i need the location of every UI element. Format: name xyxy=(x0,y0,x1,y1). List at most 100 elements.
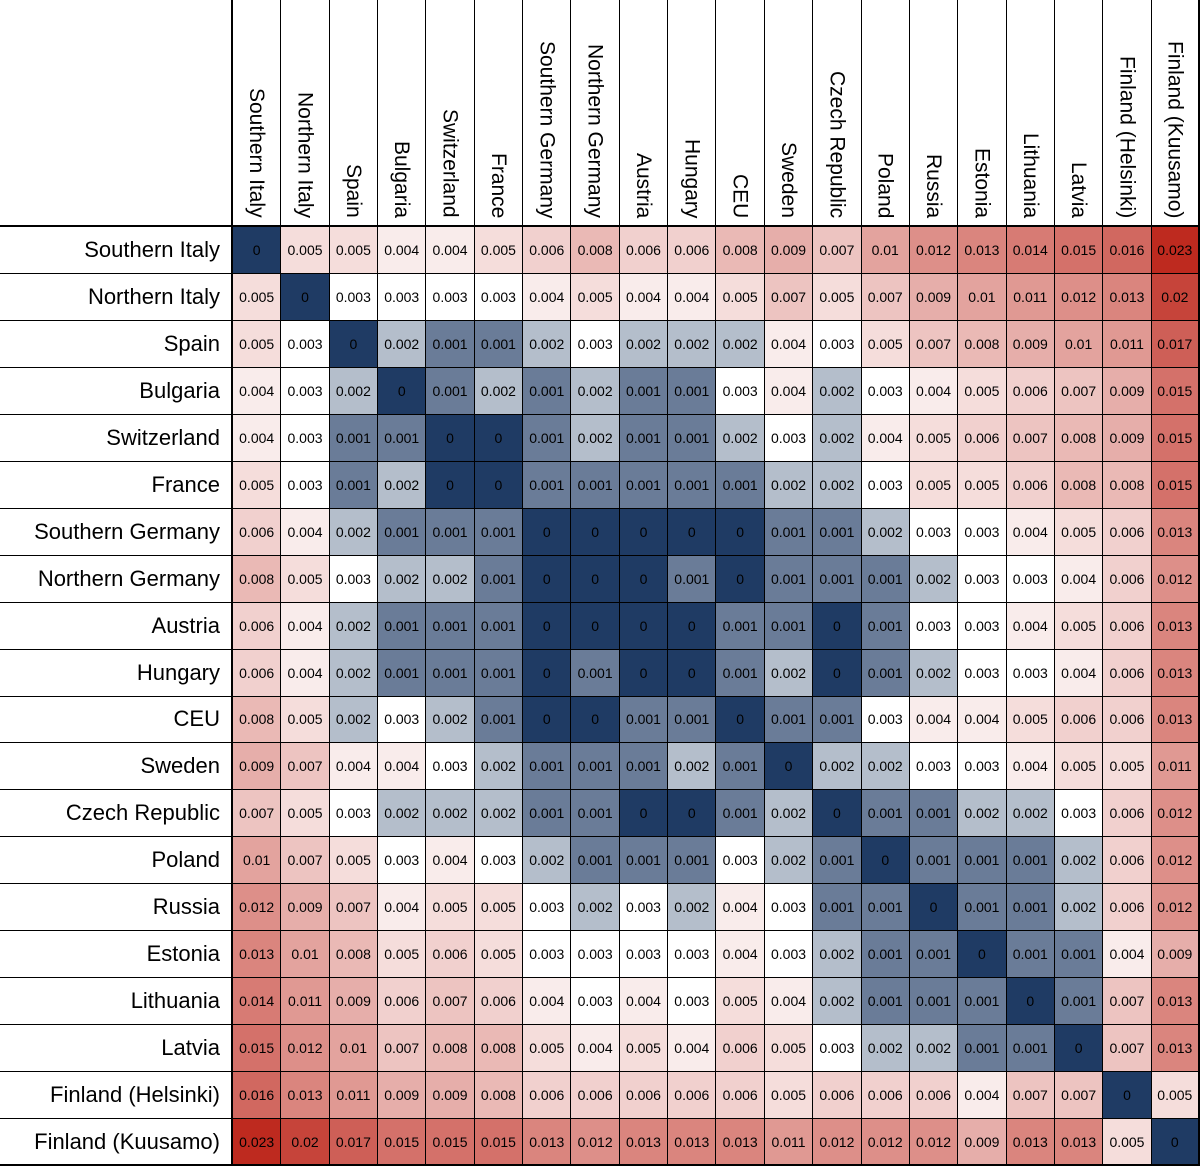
column-header-label: Switzerland xyxy=(438,109,462,218)
matrix-cell: 0 xyxy=(1151,1119,1200,1166)
matrix-cell: 0.002 xyxy=(861,508,910,556)
matrix-cell: 0.001 xyxy=(571,790,620,838)
matrix-cell: 0 xyxy=(813,649,862,697)
matrix-cell: 0.003 xyxy=(1006,649,1055,697)
matrix-cell: 0.001 xyxy=(909,790,959,838)
matrix-cell: 0.015 xyxy=(1151,367,1200,415)
matrix-cell: 0.006 xyxy=(1006,367,1055,415)
matrix-cell: 0.003 xyxy=(813,320,862,368)
row-label: Northern Germany xyxy=(0,555,233,603)
matrix-cell: 0.007 xyxy=(1054,1072,1104,1120)
row-label-text: Sweden xyxy=(140,753,220,779)
matrix-cell: 0.004 xyxy=(619,978,669,1026)
matrix-cell: 0.009 xyxy=(378,1072,427,1120)
matrix-cell: 0.009 xyxy=(329,978,379,1026)
matrix-cell: 0.002 xyxy=(764,649,814,697)
matrix-cell: 0.003 xyxy=(958,649,1007,697)
matrix-cell: 0.001 xyxy=(861,884,910,932)
matrix-cell: 0.003 xyxy=(716,837,765,885)
matrix-cell: 0.001 xyxy=(523,367,572,415)
matrix-cell: 0.003 xyxy=(668,978,717,1026)
matrix-cell: 0.015 xyxy=(233,1025,282,1073)
matrix-cell: 0 xyxy=(668,790,717,838)
matrix-cell: 0.007 xyxy=(909,320,959,368)
matrix-cell: 0.001 xyxy=(571,649,620,697)
matrix-cell: 0.002 xyxy=(329,508,379,556)
matrix-cell: 0.006 xyxy=(233,602,282,650)
matrix-cell: 0.001 xyxy=(571,461,620,509)
matrix-cell: 0.003 xyxy=(958,555,1007,603)
matrix-cell: 0.001 xyxy=(716,790,765,838)
row-label: Lithuania xyxy=(0,978,233,1026)
matrix-cell: 0.005 xyxy=(716,978,765,1026)
matrix-cell: 0.006 xyxy=(1103,696,1152,744)
matrix-cell: 0.011 xyxy=(1103,320,1152,368)
column-header-label: Spain xyxy=(341,164,365,218)
row-label: Russia xyxy=(0,884,233,932)
matrix-cell: 0.016 xyxy=(1103,227,1152,274)
matrix-cell: 0.001 xyxy=(1006,931,1055,979)
matrix-cell: 0.006 xyxy=(668,1072,717,1120)
matrix-cell: 0.005 xyxy=(1054,743,1104,791)
matrix-cell: 0.003 xyxy=(1054,790,1104,838)
matrix-cell: 0.001 xyxy=(909,978,959,1026)
row-label-text: Finland (Helsinki) xyxy=(50,1082,220,1108)
matrix-cell: 0.001 xyxy=(571,743,620,791)
matrix-cell: 0.006 xyxy=(426,931,475,979)
matrix-cell: 0.005 xyxy=(426,884,475,932)
column-header-label: Latvia xyxy=(1067,161,1091,218)
matrix-cell: 0 xyxy=(571,602,620,650)
matrix-cell: 0.001 xyxy=(523,461,572,509)
matrix-cell: 0.02 xyxy=(281,1119,330,1166)
matrix-cell: 0.002 xyxy=(474,743,524,791)
matrix-cell: 0 xyxy=(909,884,959,932)
matrix-cell: 0.004 xyxy=(1054,555,1104,603)
matrix-cell: 0.008 xyxy=(571,227,620,274)
matrix-cell: 0.013 xyxy=(233,931,282,979)
matrix-cell: 0.002 xyxy=(813,461,862,509)
matrix-cell: 0 xyxy=(571,555,620,603)
matrix-cell: 0.005 xyxy=(233,273,282,321)
matrix-cell: 0.007 xyxy=(233,790,282,838)
matrix-cell: 0.009 xyxy=(764,227,814,274)
matrix-cell: 0.005 xyxy=(523,1025,572,1073)
matrix-cell: 0.003 xyxy=(378,696,427,744)
matrix-cell: 0.001 xyxy=(378,649,427,697)
matrix-cell: 0.001 xyxy=(861,978,910,1026)
matrix-cell: 0.001 xyxy=(861,649,910,697)
row-label-text: Switzerland xyxy=(106,424,220,450)
column-header-label: Northern Germany xyxy=(583,44,607,218)
matrix-cell: 0.023 xyxy=(1151,227,1200,274)
matrix-cell: 0.006 xyxy=(861,1072,910,1120)
matrix-cell: 0.009 xyxy=(958,1119,1007,1166)
row-label: Czech Republic xyxy=(0,790,233,838)
matrix-cell: 0 xyxy=(668,649,717,697)
matrix-cell: 0.006 xyxy=(1103,884,1152,932)
matrix-cell: 0.009 xyxy=(909,273,959,321)
matrix-cell: 0.002 xyxy=(378,790,427,838)
row-label: Southern Italy xyxy=(0,227,233,274)
matrix-cell: 0.003 xyxy=(909,602,959,650)
matrix-cell: 0.004 xyxy=(619,273,669,321)
matrix-cell: 0.013 xyxy=(281,1072,330,1120)
matrix-cell: 0.003 xyxy=(909,508,959,556)
matrix-cell: 0.003 xyxy=(281,461,330,509)
matrix-cell: 0.012 xyxy=(909,227,959,274)
matrix-cell: 0.008 xyxy=(474,1072,524,1120)
matrix-cell: 0.005 xyxy=(329,227,379,274)
column-header: Czech Republic xyxy=(813,0,862,227)
matrix-cell: 0.007 xyxy=(764,273,814,321)
matrix-cell: 0 xyxy=(571,508,620,556)
column-header-label: Austria xyxy=(631,152,655,218)
column-header: Northern Germany xyxy=(571,0,620,227)
row-label: Sweden xyxy=(0,743,233,791)
matrix-cell: 0.001 xyxy=(474,508,524,556)
matrix-cell: 0.005 xyxy=(1054,508,1104,556)
column-header-label: Russia xyxy=(922,153,946,218)
row-label-text: Spain xyxy=(163,330,220,356)
matrix-cell: 0.001 xyxy=(619,414,669,462)
row-label-text: Bulgaria xyxy=(139,377,220,403)
matrix-cell: 0.004 xyxy=(233,367,282,415)
column-header: Lithuania xyxy=(1006,0,1055,227)
matrix-cell: 0.004 xyxy=(233,414,282,462)
